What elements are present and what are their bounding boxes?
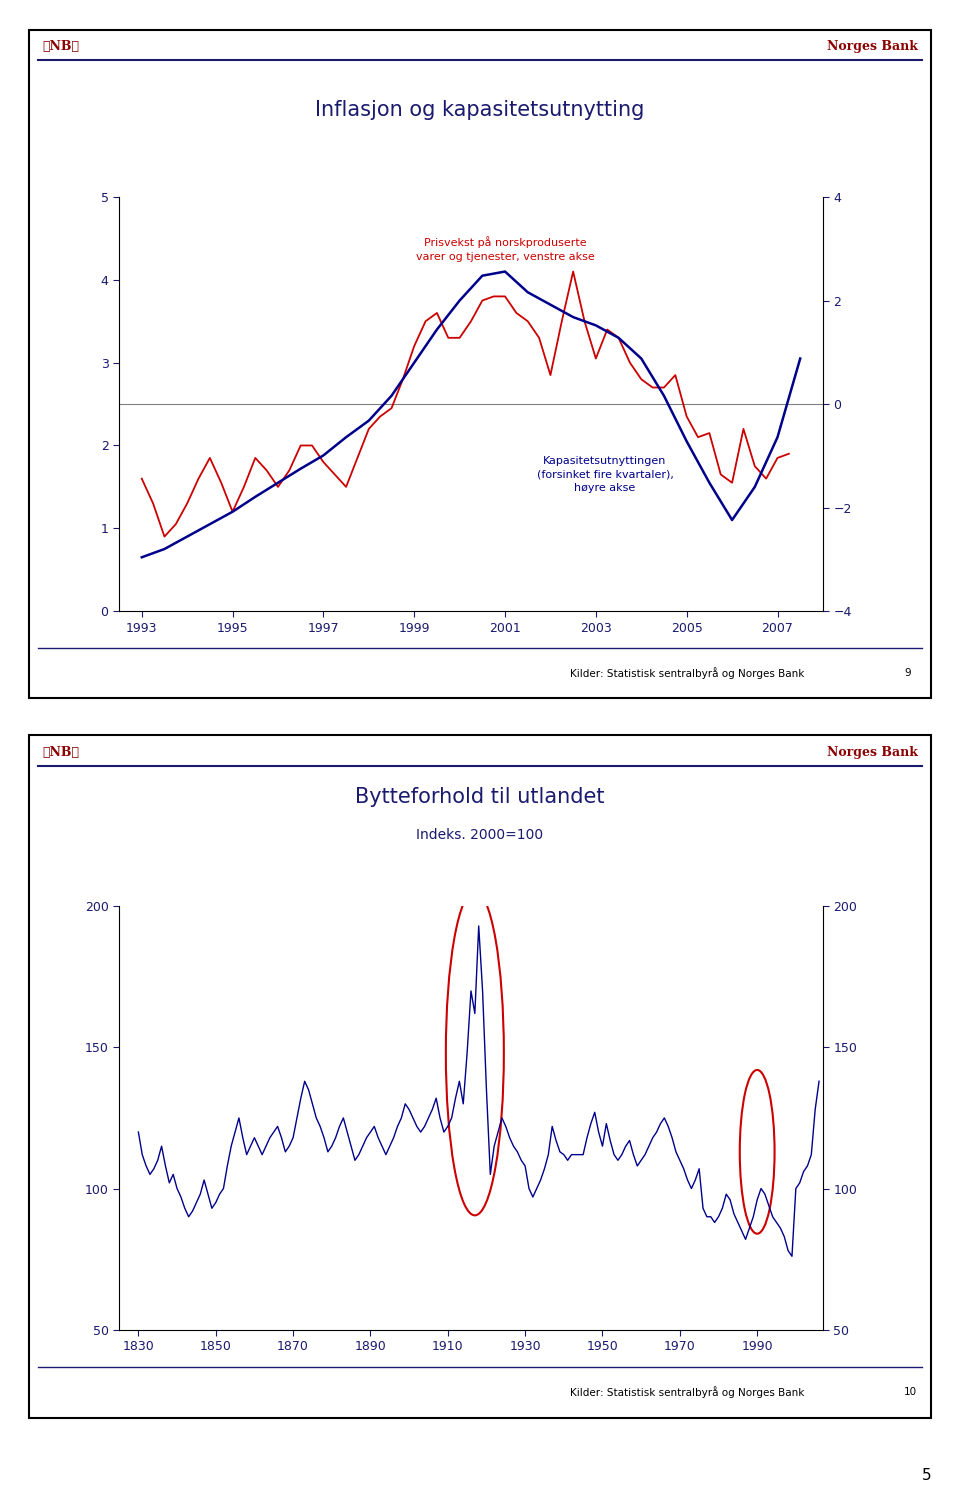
Text: Inflasjon og kapasitetsutnytting: Inflasjon og kapasitetsutnytting bbox=[315, 101, 645, 120]
Text: Norges Bank: Norges Bank bbox=[827, 41, 918, 53]
Text: ❅NB❅: ❅NB❅ bbox=[42, 41, 80, 53]
Text: Norges Bank: Norges Bank bbox=[827, 746, 918, 760]
Text: ❅NB❅: ❅NB❅ bbox=[42, 746, 80, 760]
Text: 9: 9 bbox=[904, 668, 911, 677]
Text: Indeks. 2000=100: Indeks. 2000=100 bbox=[417, 827, 543, 842]
Text: Kilder: Statistisk sentralbyrå og Norges Bank: Kilder: Statistisk sentralbyrå og Norges… bbox=[570, 666, 804, 678]
Text: Prisvekst på norskproduserte
varer og tjenester, venstre akse: Prisvekst på norskproduserte varer og tj… bbox=[416, 237, 594, 261]
Text: Kapasitetsutnyttingen
(forsinket fire kvartaler),
høyre akse: Kapasitetsutnyttingen (forsinket fire kv… bbox=[537, 456, 673, 492]
Text: 10: 10 bbox=[904, 1387, 917, 1397]
Text: Bytteforhold til utlandet: Bytteforhold til utlandet bbox=[355, 787, 605, 808]
Text: Kilder: Statistisk sentralbyrå og Norges Bank: Kilder: Statistisk sentralbyrå og Norges… bbox=[570, 1387, 804, 1399]
Text: 5: 5 bbox=[922, 1468, 931, 1483]
